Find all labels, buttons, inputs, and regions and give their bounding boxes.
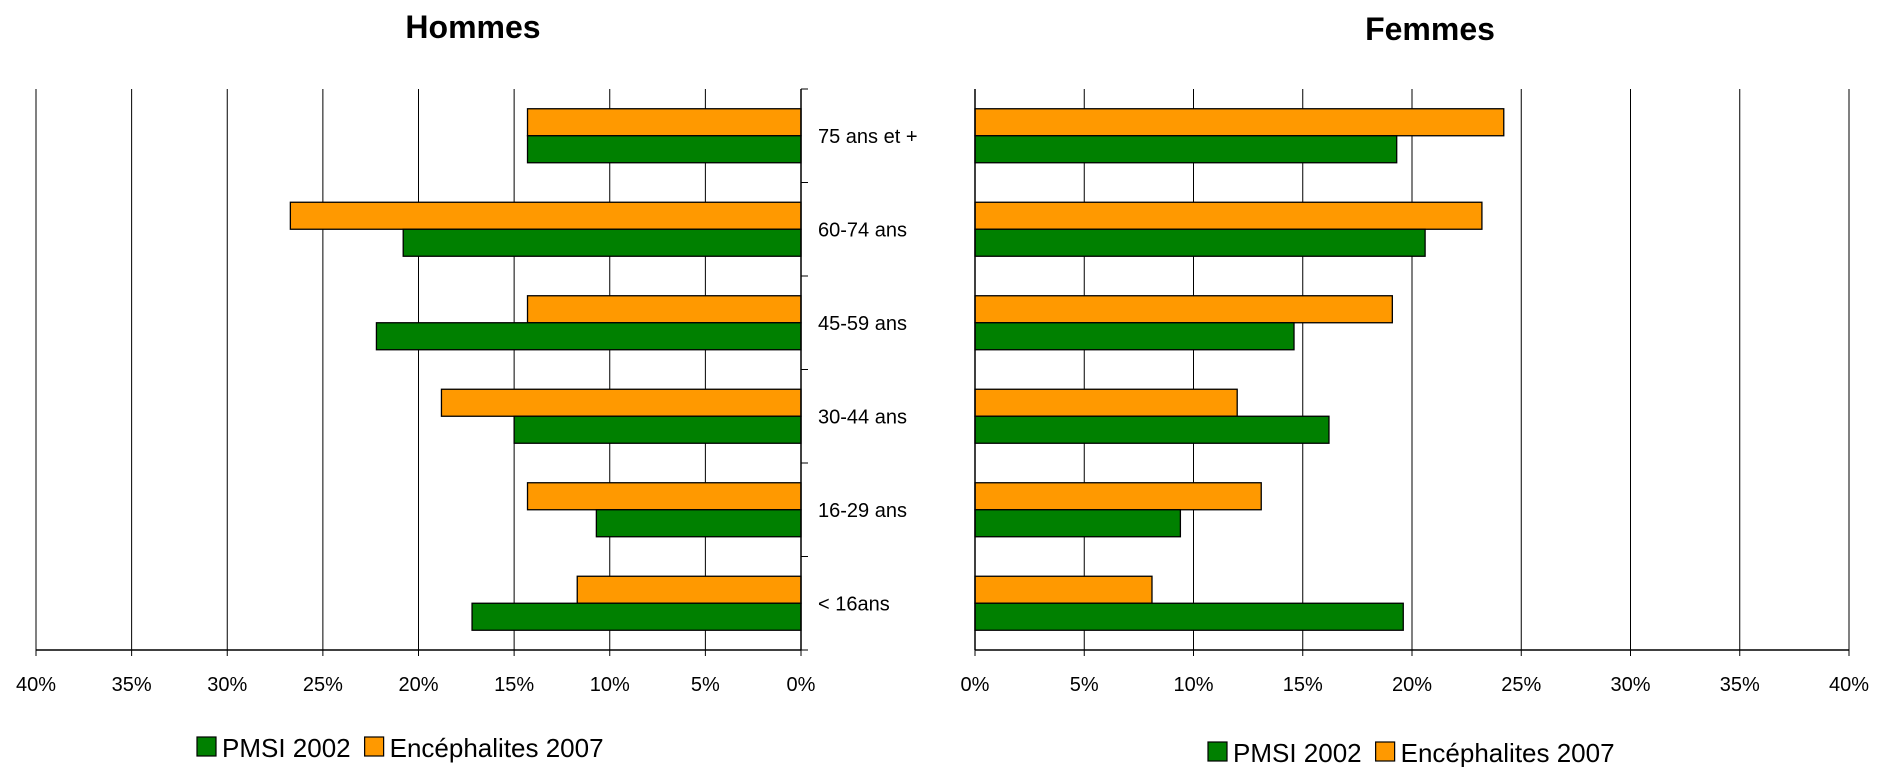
hommes-x-tick-label: 40%	[16, 674, 56, 696]
femmes-x-tick-label: 15%	[1283, 674, 1323, 696]
hommes-bar-encephalites-2007	[526, 482, 802, 511]
femmes-x-tick-label: 30%	[1610, 674, 1650, 696]
femmes-x-tick-label: 25%	[1501, 674, 1541, 696]
legend-swatch	[196, 736, 217, 757]
femmes-panel: Femmes 0% 5% 10% 15% 20% 25% 30% 35% 40%	[961, 11, 1870, 696]
femmes-x-tick-label: 5%	[1070, 674, 1099, 696]
legend-femmes: PMSI 2002 Encéphalites 2007	[1207, 738, 1615, 767]
hommes-bar-encephalites-2007	[526, 108, 802, 137]
legend-label: PMSI 2002	[222, 733, 351, 763]
femmes-bar-pmsi-2002	[974, 135, 1398, 164]
femmes-x-tick-label: 40%	[1829, 674, 1869, 696]
femmes-x-tick-label: 35%	[1720, 674, 1760, 696]
legend-swatch	[1207, 741, 1228, 762]
hommes-bar-pmsi-2002	[526, 135, 802, 164]
hommes-x-tick-label: 0%	[787, 674, 816, 696]
femmes-x-tick-label: 0%	[961, 674, 990, 696]
category-label: 30-44 ans	[818, 406, 907, 428]
hommes-title: Hommes	[405, 9, 540, 45]
hommes-x-tick-label: 15%	[494, 674, 534, 696]
hommes-bar-encephalites-2007	[526, 295, 802, 324]
hommes-x-tick-label: 25%	[303, 674, 343, 696]
femmes-bar-pmsi-2002	[974, 228, 1426, 257]
femmes-bar-encephalites-2007	[974, 388, 1238, 417]
hommes-bar-pmsi-2002	[375, 322, 802, 351]
hommes-panel: Hommes 40% 35% 30% 25% 20% 15% 10% 5% 0% 75 ans e…	[16, 9, 918, 696]
category-label: < 16ans	[818, 593, 890, 615]
femmes-bar-encephalites-2007	[974, 201, 1483, 230]
femmes-x-tick-label: 10%	[1173, 674, 1213, 696]
hommes-x-tick-label: 5%	[691, 674, 720, 696]
legend-swatch	[364, 736, 385, 757]
hommes-bar-pmsi-2002	[402, 228, 802, 257]
femmes-bar-encephalites-2007	[974, 575, 1153, 604]
legend-swatch	[1375, 741, 1396, 762]
legend-label: Encéphalites 2007	[1401, 738, 1615, 767]
hommes-bar-pmsi-2002	[471, 602, 802, 631]
femmes-bar-pmsi-2002	[974, 509, 1182, 538]
legend-label: PMSI 2002	[1233, 738, 1362, 767]
category-label: 16-29 ans	[818, 500, 907, 522]
femmes-bar-encephalites-2007	[974, 108, 1505, 137]
hommes-bar-encephalites-2007	[440, 388, 802, 417]
hommes-bar-pmsi-2002	[595, 509, 802, 538]
femmes-title: Femmes	[1365, 11, 1495, 47]
hommes-x-tick-label: 30%	[207, 674, 247, 696]
femmes-x-tick-label: 20%	[1392, 674, 1432, 696]
hommes-x-tick-label: 20%	[398, 674, 438, 696]
hommes-bar-pmsi-2002	[513, 415, 802, 444]
legend-hommes: PMSI 2002 Encéphalites 2007	[196, 733, 604, 763]
category-label: 75 ans et +	[818, 126, 918, 148]
femmes-bar-encephalites-2007	[974, 482, 1262, 511]
category-label: 45-59 ans	[818, 313, 907, 335]
legend-label: Encéphalites 2007	[390, 733, 604, 763]
femmes-bar-encephalites-2007	[974, 295, 1393, 324]
hommes-bar-encephalites-2007	[289, 201, 802, 230]
femmes-bar-pmsi-2002	[974, 322, 1295, 351]
femmes-bar-pmsi-2002	[974, 415, 1330, 444]
femmes-bar-pmsi-2002	[974, 602, 1404, 631]
hommes-bar-encephalites-2007	[576, 575, 802, 604]
category-label: 60-74 ans	[818, 219, 907, 241]
hommes-x-tick-label: 35%	[112, 674, 152, 696]
hommes-x-tick-label: 10%	[590, 674, 630, 696]
